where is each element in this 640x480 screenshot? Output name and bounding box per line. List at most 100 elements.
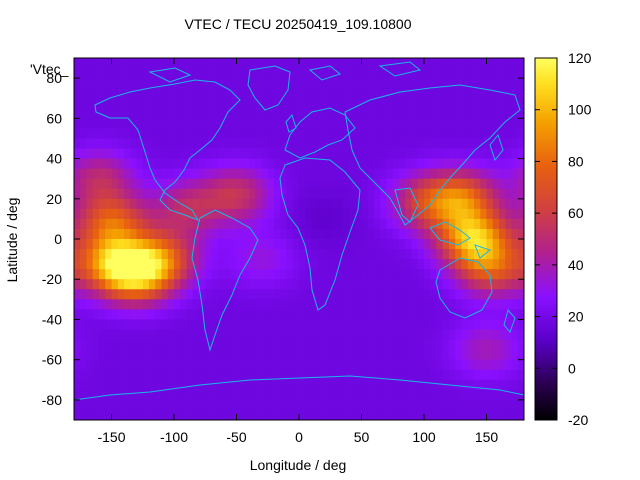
heatmap-cell bbox=[449, 158, 456, 170]
heatmap-cell bbox=[299, 228, 306, 240]
heatmap-cell bbox=[330, 299, 338, 310]
heatmap-cell bbox=[86, 88, 94, 99]
heatmap-cell bbox=[349, 299, 356, 310]
heatmap-cell bbox=[236, 369, 244, 381]
heatmap-cell bbox=[180, 68, 188, 79]
heatmap-cell bbox=[86, 208, 94, 220]
heatmap-cell bbox=[180, 58, 188, 69]
heatmap-cell bbox=[311, 158, 319, 170]
heatmap-cell bbox=[355, 68, 363, 79]
heatmap-cell bbox=[255, 68, 263, 79]
heatmap-cell bbox=[430, 218, 438, 230]
heatmap-cell bbox=[324, 379, 331, 391]
heatmap-cell bbox=[455, 88, 463, 99]
heatmap-cell bbox=[286, 208, 294, 220]
heatmap-cell bbox=[511, 239, 519, 250]
heatmap-cell bbox=[317, 269, 325, 280]
heatmap-cell bbox=[192, 108, 200, 119]
heatmap-cell bbox=[367, 319, 375, 331]
heatmap-cell bbox=[149, 299, 156, 310]
heatmap-cell bbox=[174, 178, 181, 190]
heatmap-cell bbox=[486, 309, 494, 321]
heatmap-cell bbox=[286, 128, 294, 140]
heatmap-cell bbox=[399, 309, 406, 321]
heatmap-cell bbox=[261, 289, 269, 300]
heatmap-cell bbox=[199, 389, 206, 401]
heatmap-cell bbox=[130, 168, 138, 180]
heatmap-cell bbox=[411, 218, 419, 230]
heatmap-cell bbox=[99, 68, 106, 79]
heatmap-cell bbox=[86, 379, 94, 391]
heatmap-cell bbox=[361, 158, 369, 170]
heatmap-cell bbox=[386, 68, 394, 79]
heatmap-cell bbox=[336, 178, 344, 190]
heatmap-cell bbox=[361, 88, 369, 99]
heatmap-cell bbox=[405, 239, 413, 250]
heatmap-cell bbox=[449, 299, 456, 310]
heatmap-cell bbox=[167, 178, 175, 190]
heatmap-cell bbox=[311, 399, 319, 411]
heatmap-cell bbox=[317, 339, 325, 351]
heatmap-cell bbox=[80, 309, 88, 321]
heatmap-cell bbox=[167, 369, 175, 381]
heatmap-cell bbox=[361, 228, 369, 240]
heatmap-cell bbox=[405, 138, 413, 150]
heatmap-cell bbox=[286, 138, 294, 150]
heatmap-cell bbox=[124, 399, 131, 411]
heatmap-cell bbox=[299, 188, 306, 200]
heatmap-cell bbox=[461, 148, 469, 160]
heatmap-cell bbox=[117, 58, 125, 69]
heatmap-cell bbox=[336, 309, 344, 321]
y-tick-label: 80 bbox=[46, 70, 62, 86]
heatmap-cell bbox=[255, 349, 263, 361]
heatmap-cell bbox=[330, 118, 338, 129]
heatmap-cell bbox=[374, 58, 381, 69]
heatmap-cell bbox=[299, 108, 306, 119]
heatmap-cell bbox=[130, 349, 138, 361]
heatmap-cell bbox=[280, 88, 288, 99]
heatmap-cell bbox=[155, 349, 163, 361]
heatmap-cell bbox=[261, 78, 269, 89]
heatmap-cell bbox=[317, 218, 325, 230]
heatmap-cell bbox=[74, 108, 81, 119]
heatmap-cell bbox=[305, 158, 313, 170]
heatmap-cell bbox=[455, 359, 463, 371]
heatmap-cell bbox=[136, 319, 144, 331]
heatmap-cell bbox=[399, 198, 406, 210]
y-tick-label: -20 bbox=[42, 271, 62, 287]
heatmap-cell bbox=[324, 359, 331, 371]
heatmap-cell bbox=[424, 178, 431, 190]
heatmap-cell bbox=[405, 359, 413, 371]
heatmap-cell bbox=[80, 68, 88, 79]
heatmap-cell bbox=[249, 279, 256, 290]
heatmap-cell bbox=[161, 289, 169, 300]
heatmap-cell bbox=[99, 58, 106, 69]
heatmap-cell bbox=[236, 158, 244, 170]
heatmap-cell bbox=[455, 78, 463, 89]
heatmap-cell bbox=[324, 369, 331, 381]
heatmap-cell bbox=[105, 369, 113, 381]
heatmap-cell bbox=[455, 198, 463, 210]
heatmap-cell bbox=[505, 239, 513, 250]
heatmap-cell bbox=[155, 369, 163, 381]
heatmap-cell bbox=[92, 68, 100, 79]
heatmap-cell bbox=[361, 399, 369, 411]
heatmap-cell bbox=[280, 409, 288, 420]
heatmap-cell bbox=[155, 289, 163, 300]
heatmap-cell bbox=[224, 168, 231, 180]
heatmap-cell bbox=[167, 68, 175, 79]
heatmap-cell bbox=[374, 339, 381, 351]
heatmap-cell bbox=[99, 249, 106, 260]
heatmap-cell bbox=[161, 148, 169, 160]
heatmap-cell bbox=[92, 389, 100, 401]
heatmap-cell bbox=[305, 108, 313, 119]
heatmap-cell bbox=[124, 128, 131, 140]
heatmap-cell bbox=[286, 218, 294, 230]
heatmap-cell bbox=[399, 138, 406, 150]
heatmap-cell bbox=[311, 329, 319, 341]
heatmap-cell bbox=[455, 218, 463, 230]
heatmap-cell bbox=[167, 218, 175, 230]
heatmap-cell bbox=[199, 228, 206, 240]
heatmap-cell bbox=[211, 259, 219, 270]
heatmap-cell bbox=[249, 198, 256, 210]
